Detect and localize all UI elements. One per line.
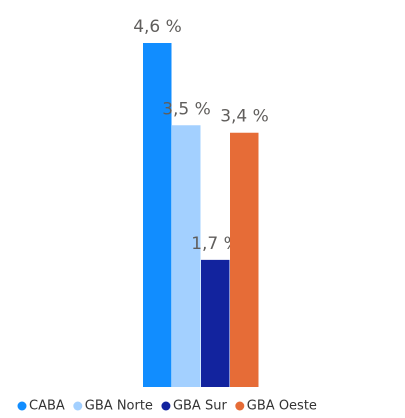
data-label: 3,4 % — [220, 107, 269, 127]
legend-marker — [17, 401, 27, 411]
data-label: 3,5 % — [162, 99, 211, 119]
data-label: 1,7 % — [191, 234, 240, 254]
legend-marker — [73, 401, 83, 411]
legend-label: CABA — [29, 399, 65, 414]
bar — [143, 43, 172, 387]
legend-label: GBA Sur — [173, 399, 228, 414]
legend-marker — [235, 401, 245, 411]
bar — [172, 125, 201, 388]
data-label: 4,6 % — [133, 17, 182, 37]
bar — [201, 259, 230, 387]
legend-label: GBA Oeste — [247, 399, 317, 414]
bar — [230, 132, 259, 387]
legend-marker — [161, 401, 171, 411]
legend-label: GBA Norte — [85, 399, 153, 414]
